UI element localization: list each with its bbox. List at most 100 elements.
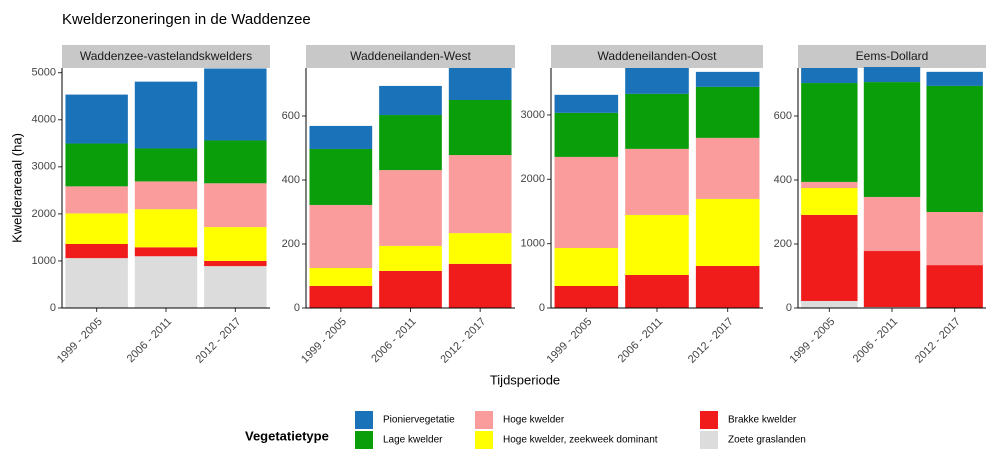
bar-segment bbox=[134, 181, 198, 210]
legend-title: Vegetatietype bbox=[245, 428, 329, 443]
bar-segment bbox=[448, 263, 512, 308]
bar-segment bbox=[65, 258, 128, 308]
y-tick-label: 0 bbox=[294, 302, 300, 314]
bar-segment bbox=[695, 137, 760, 199]
bar-segment bbox=[379, 85, 442, 116]
strip bbox=[551, 45, 763, 68]
x-tick-label: 2012 - 2017 bbox=[194, 316, 244, 366]
bar-segment bbox=[204, 68, 267, 141]
x-tick-label: 2006 - 2011 bbox=[369, 316, 418, 365]
legend-label: Pioniervegetatie bbox=[383, 415, 455, 426]
y-tick-label: 5000 bbox=[32, 67, 56, 79]
bar-segment bbox=[134, 148, 198, 182]
bar-segment bbox=[65, 143, 128, 187]
bar-segment bbox=[863, 251, 921, 308]
bar-segment bbox=[134, 81, 198, 149]
y-tick-label: 200 bbox=[774, 238, 792, 250]
bar-segment bbox=[65, 213, 128, 244]
y-tick-label: 1000 bbox=[521, 238, 545, 250]
bar-segment bbox=[65, 94, 128, 144]
bar-segment bbox=[625, 274, 689, 308]
y-tick-label: 600 bbox=[774, 110, 792, 122]
y-tick-label: 1000 bbox=[32, 255, 56, 267]
bar-segment bbox=[448, 233, 512, 264]
bar-segment bbox=[379, 245, 442, 271]
panel-title: Eems-Dollard bbox=[856, 49, 929, 63]
bar-segment bbox=[554, 156, 619, 248]
bar-segment bbox=[695, 71, 760, 87]
bar-segment bbox=[801, 68, 858, 84]
bar-segment bbox=[801, 181, 858, 188]
y-tick-label: 0 bbox=[50, 302, 56, 314]
bar-segment bbox=[448, 155, 512, 234]
bar-segment bbox=[134, 247, 198, 257]
x-tick-label: 2012 - 2017 bbox=[686, 316, 736, 366]
bar-segment bbox=[309, 285, 373, 308]
bar-segment bbox=[863, 67, 921, 83]
bar-segment bbox=[926, 85, 983, 212]
y-tick-label: 0 bbox=[539, 302, 545, 314]
bar-segment bbox=[65, 244, 128, 259]
x-axis-title: Tijdsperiode bbox=[490, 372, 560, 387]
x-tick-label: 2006 - 2011 bbox=[851, 316, 900, 365]
legend-label: Lage kwelder bbox=[383, 435, 443, 446]
bar-segment bbox=[379, 270, 442, 308]
bar-segment bbox=[926, 265, 983, 308]
legend-label: Brakke kwelder bbox=[728, 415, 797, 426]
y-axis-title: Kwelderareaal (ha) bbox=[9, 133, 24, 243]
x-tick-label: 2006 - 2011 bbox=[125, 316, 174, 365]
bar-segment bbox=[204, 260, 267, 267]
bar-segment bbox=[309, 125, 373, 149]
bar-segment bbox=[863, 196, 921, 252]
legend-label: Hoge kwelder, zeekweek dominant bbox=[503, 435, 658, 446]
bar-segment bbox=[625, 148, 689, 215]
bar-segment bbox=[554, 94, 619, 113]
bar-segment bbox=[625, 93, 689, 149]
y-tick-label: 0 bbox=[786, 302, 792, 314]
legend-swatch bbox=[700, 411, 718, 429]
y-tick-label: 600 bbox=[282, 110, 300, 122]
x-tick-label: 1999 - 2005 bbox=[299, 316, 349, 366]
bar-segment bbox=[379, 170, 442, 246]
y-tick-label: 2000 bbox=[521, 173, 545, 185]
bar-segment bbox=[801, 300, 858, 308]
x-tick-label: 1999 - 2005 bbox=[55, 316, 105, 366]
bar-segment bbox=[65, 186, 128, 214]
legend-swatch bbox=[355, 411, 373, 429]
x-tick-label: 2012 - 2017 bbox=[913, 316, 963, 366]
bar-segment bbox=[309, 204, 373, 268]
bar-segment bbox=[926, 71, 983, 86]
bar-segment bbox=[695, 86, 760, 138]
bar-segment bbox=[863, 82, 921, 197]
legend-label: Hoge kwelder bbox=[503, 415, 565, 426]
bar-segment bbox=[134, 209, 198, 248]
bar-segment bbox=[554, 285, 619, 308]
bar-segment bbox=[204, 140, 267, 184]
legend-swatch bbox=[700, 431, 718, 449]
panel-title: Waddenzee-vastelandskwelders bbox=[80, 49, 252, 63]
bar-segment bbox=[625, 214, 689, 275]
legend-label: Zoete graslanden bbox=[728, 435, 806, 446]
bar-segment bbox=[309, 268, 373, 286]
bar-segment bbox=[801, 83, 858, 182]
y-tick-label: 400 bbox=[282, 174, 300, 186]
bar-segment bbox=[695, 265, 760, 308]
bar-segment bbox=[448, 68, 512, 100]
bar-segment bbox=[204, 266, 267, 308]
x-tick-label: 1999 - 2005 bbox=[545, 316, 595, 366]
x-tick-label: 2012 - 2017 bbox=[438, 316, 488, 366]
bar-segment bbox=[625, 68, 689, 94]
panel-title: Waddeneilanden-Oost bbox=[598, 49, 718, 63]
y-tick-label: 400 bbox=[774, 174, 792, 186]
bar-segment bbox=[309, 148, 373, 205]
legend-swatch bbox=[475, 431, 493, 449]
x-tick-label: 2006 - 2011 bbox=[616, 316, 665, 365]
bar-segment bbox=[448, 100, 512, 156]
bar-segment bbox=[695, 198, 760, 266]
strip bbox=[798, 45, 986, 68]
y-tick-label: 2000 bbox=[32, 208, 56, 220]
bar-segment bbox=[926, 212, 983, 266]
bar-segment bbox=[554, 112, 619, 157]
bar-segment bbox=[801, 214, 858, 301]
x-tick-label: 1999 - 2005 bbox=[788, 316, 838, 366]
